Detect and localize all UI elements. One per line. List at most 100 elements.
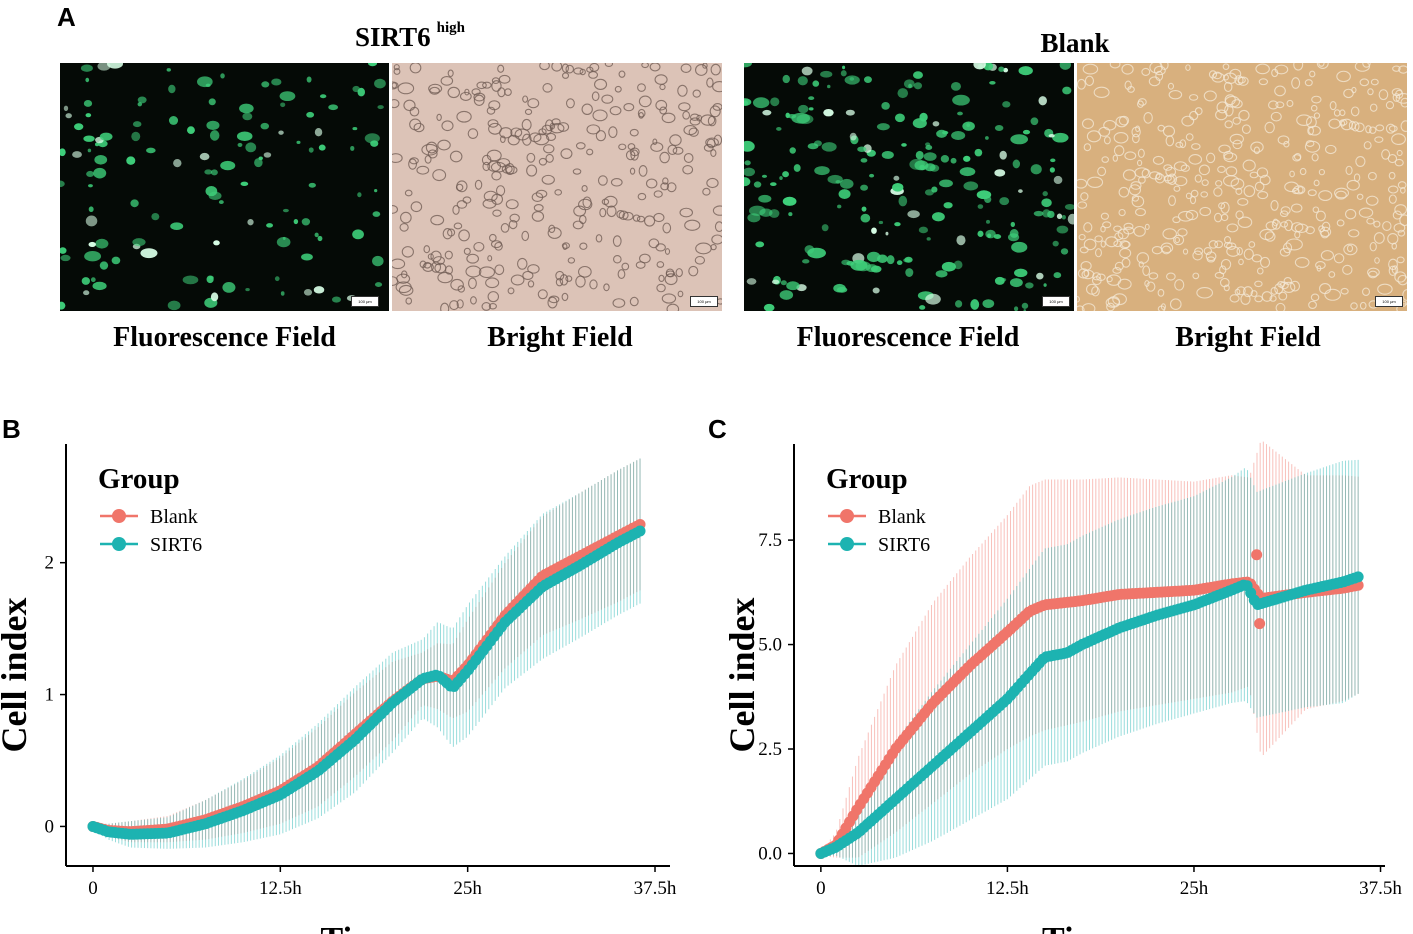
bright-field-cell <box>440 76 454 86</box>
fluorescent-cell <box>776 127 782 131</box>
bright-field-cell <box>1174 236 1180 244</box>
bright-field-cell <box>1097 166 1107 177</box>
data-point <box>1352 571 1364 583</box>
fluorescent-cell <box>1052 132 1069 143</box>
fluorescent-cell <box>306 111 315 118</box>
x-tick-label: 12.5h <box>259 878 302 899</box>
fluorescent-cell <box>204 169 213 175</box>
bright-field-cell <box>449 150 463 163</box>
bright-field-cell <box>1391 133 1406 146</box>
bright-field-cell <box>1091 286 1100 297</box>
bright-field-cell <box>1359 301 1367 310</box>
bright-field-cell <box>1388 171 1396 180</box>
fluorescent-cell <box>1000 277 1007 282</box>
bright-field-cell <box>1196 286 1214 299</box>
bright-field-cell <box>665 270 676 278</box>
bright-field-cell <box>1259 174 1271 186</box>
bright-field-cell <box>1103 136 1111 145</box>
bright-field-cell <box>561 63 569 73</box>
fluorescent-cell <box>245 142 257 153</box>
fluorescent-cell <box>319 94 327 99</box>
bright-field-cell <box>434 262 447 274</box>
fluorescent-cell <box>222 282 236 293</box>
fluorescent-cell <box>791 112 811 124</box>
fluorescent-cell <box>131 131 141 142</box>
fluorescent-cell <box>758 194 772 203</box>
bright-field-cell <box>1312 206 1320 213</box>
bright-field-cell <box>510 127 523 138</box>
bright-field-cell <box>1275 302 1286 311</box>
bright-field-cell <box>1293 185 1306 195</box>
panel-a-letter: A <box>57 2 76 32</box>
fluorescent-cell <box>787 113 797 119</box>
fluorescent-cell <box>93 167 107 179</box>
x-axis-title: Time <box>321 921 396 934</box>
bright-field-cell <box>392 258 406 270</box>
bright-field-cell <box>1223 284 1230 292</box>
fluorescent-cell <box>280 291 285 296</box>
bright-field-cell <box>1270 287 1278 295</box>
fluorescent-cell <box>878 220 884 225</box>
x-tick-label: 0 <box>816 878 826 899</box>
bright-field-cell <box>457 285 465 293</box>
bright-field-cell <box>1339 120 1346 127</box>
bright-field-cell <box>1258 78 1269 86</box>
fluorescent-cell <box>85 215 98 227</box>
bright-field-cell <box>618 143 627 151</box>
bright-field-cell <box>497 87 506 98</box>
bright-field-cell <box>473 241 485 252</box>
bright-field-cell <box>527 264 540 274</box>
fluorescent-cell <box>1010 134 1029 145</box>
fluorescent-cell <box>744 167 756 177</box>
series-sirt6 <box>87 525 646 840</box>
bright-field-cell <box>612 235 622 247</box>
bright-field-cell <box>1105 236 1119 248</box>
fluorescent-cell <box>254 158 263 168</box>
fluorescent-cell <box>83 135 95 142</box>
bright-field-cell <box>1307 126 1314 136</box>
fluorescent-cell <box>372 255 384 267</box>
fluorescent-cell <box>823 108 834 117</box>
fluorescent-cell <box>95 238 109 249</box>
bright-field-cell <box>1169 298 1182 311</box>
bright-field-cell <box>1081 303 1096 311</box>
fluorescent-cell <box>1042 209 1051 218</box>
bright-field-cell <box>1284 181 1299 193</box>
bright-field-cell <box>661 112 676 124</box>
fluorescent-cell <box>209 275 214 280</box>
bright-field-cell <box>1174 176 1188 187</box>
bright-field-cell <box>1365 125 1372 134</box>
bright-field-cell <box>442 228 453 240</box>
bright-field-cell <box>458 229 470 242</box>
bright-field-cell <box>482 81 492 89</box>
fluorescent-cell <box>213 240 220 246</box>
bright-field-cell <box>692 89 701 98</box>
bright-field-cell <box>636 215 646 223</box>
bright-field-cell <box>1118 115 1130 126</box>
bright-field-cell <box>496 158 511 168</box>
bright-field-cell <box>395 281 412 294</box>
fluorescent-cell <box>959 167 976 177</box>
bright-field-cell <box>694 64 708 76</box>
bright-field-cell <box>1350 106 1360 117</box>
bright-field-label-1: Bright Field <box>487 322 633 353</box>
fluorescent-cell <box>140 248 158 259</box>
bright-field-cell <box>508 219 518 230</box>
bright-field-cell <box>398 284 414 296</box>
fluorescent-cell <box>83 100 93 107</box>
bright-field-cell <box>1261 291 1273 302</box>
bright-field-cell <box>1315 261 1326 270</box>
bright-field-cell <box>1199 206 1212 217</box>
fluorescent-cell <box>279 91 296 102</box>
fluorescent-cell <box>1023 309 1026 311</box>
bright-field-cell <box>1179 139 1187 149</box>
fluorescent-cell <box>744 160 751 166</box>
bright-field-cell <box>427 253 434 260</box>
fluorescent-cell <box>60 180 65 188</box>
fluorescent-cell <box>220 160 236 171</box>
fluorescent-cell <box>368 63 378 67</box>
bright-field-cell <box>1369 103 1378 112</box>
bright-field-cell <box>639 253 651 264</box>
bright-field-cell <box>1238 258 1244 266</box>
fluorescent-cell <box>782 196 797 206</box>
